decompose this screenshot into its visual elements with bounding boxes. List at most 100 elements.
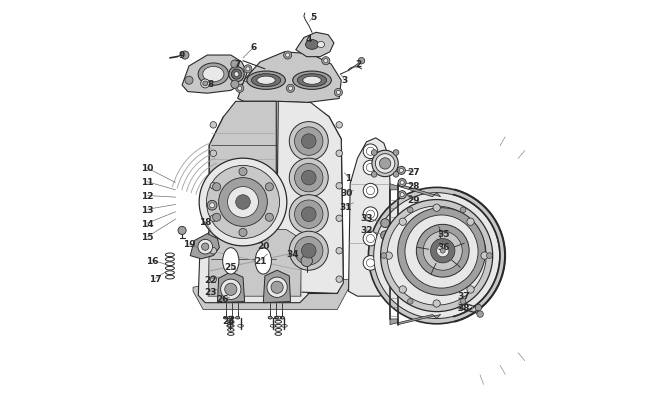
Circle shape	[227, 187, 259, 218]
Text: 34: 34	[286, 250, 299, 259]
Ellipse shape	[229, 317, 233, 319]
Ellipse shape	[268, 317, 272, 319]
Circle shape	[393, 172, 399, 178]
Circle shape	[294, 128, 323, 156]
Circle shape	[385, 252, 393, 260]
Text: 28: 28	[408, 182, 420, 191]
Polygon shape	[208, 230, 302, 296]
Ellipse shape	[236, 317, 240, 319]
Circle shape	[289, 87, 292, 91]
Circle shape	[363, 145, 378, 159]
Circle shape	[246, 68, 250, 72]
Circle shape	[487, 253, 492, 259]
Polygon shape	[276, 102, 343, 294]
Circle shape	[198, 240, 213, 254]
Text: 4: 4	[306, 35, 312, 44]
Text: 5: 5	[311, 13, 317, 21]
Circle shape	[481, 252, 488, 260]
Circle shape	[244, 66, 252, 74]
Circle shape	[289, 232, 328, 271]
Circle shape	[210, 122, 216, 129]
Circle shape	[408, 207, 413, 213]
Text: 38: 38	[458, 303, 470, 312]
Circle shape	[210, 203, 215, 208]
Text: 19: 19	[183, 240, 195, 249]
Polygon shape	[238, 53, 341, 103]
Circle shape	[210, 215, 216, 222]
Polygon shape	[263, 271, 291, 303]
Text: 17: 17	[149, 274, 162, 283]
Circle shape	[367, 148, 374, 156]
Ellipse shape	[198, 64, 229, 86]
Ellipse shape	[280, 317, 285, 319]
Circle shape	[239, 168, 247, 176]
Circle shape	[334, 89, 343, 97]
Ellipse shape	[203, 67, 224, 83]
Circle shape	[430, 239, 455, 263]
Circle shape	[238, 87, 242, 91]
Circle shape	[369, 188, 505, 324]
Circle shape	[236, 85, 244, 93]
Circle shape	[399, 169, 404, 173]
Ellipse shape	[229, 67, 244, 83]
Circle shape	[239, 229, 247, 237]
Ellipse shape	[255, 248, 272, 275]
Circle shape	[181, 52, 189, 60]
Circle shape	[213, 214, 221, 222]
Circle shape	[289, 159, 328, 198]
Text: 25: 25	[224, 263, 237, 272]
Ellipse shape	[234, 72, 239, 77]
Text: 29: 29	[407, 196, 420, 205]
Ellipse shape	[224, 317, 228, 319]
Circle shape	[265, 214, 274, 222]
Circle shape	[265, 183, 274, 192]
Text: 23: 23	[204, 287, 216, 296]
Circle shape	[363, 207, 378, 222]
Circle shape	[399, 219, 406, 226]
Ellipse shape	[257, 77, 275, 85]
Circle shape	[207, 201, 217, 211]
Text: 10: 10	[141, 164, 153, 173]
Text: 36: 36	[437, 243, 450, 252]
Circle shape	[225, 284, 237, 296]
Circle shape	[408, 299, 413, 305]
Circle shape	[322, 58, 330, 66]
Text: 32: 32	[360, 226, 372, 234]
Circle shape	[358, 58, 365, 65]
Circle shape	[283, 52, 292, 60]
Circle shape	[405, 215, 478, 288]
Circle shape	[302, 171, 316, 185]
Ellipse shape	[280, 317, 285, 319]
Circle shape	[371, 150, 377, 156]
Text: 3: 3	[341, 76, 348, 85]
Ellipse shape	[274, 317, 278, 319]
Circle shape	[302, 244, 316, 258]
Circle shape	[367, 211, 374, 219]
Circle shape	[363, 232, 378, 246]
Ellipse shape	[375, 154, 395, 174]
Ellipse shape	[203, 82, 207, 87]
Text: 12: 12	[141, 192, 153, 200]
Text: 18: 18	[199, 217, 211, 226]
Ellipse shape	[292, 72, 332, 90]
Circle shape	[387, 207, 486, 305]
Ellipse shape	[306, 40, 318, 50]
Circle shape	[467, 286, 474, 293]
Text: 35: 35	[437, 230, 450, 239]
Circle shape	[367, 187, 374, 195]
Circle shape	[363, 256, 378, 271]
Circle shape	[289, 122, 328, 161]
Polygon shape	[209, 97, 343, 294]
Circle shape	[400, 193, 404, 197]
Circle shape	[185, 77, 193, 85]
Circle shape	[398, 208, 486, 296]
Circle shape	[336, 183, 343, 190]
Polygon shape	[296, 33, 334, 58]
Circle shape	[399, 286, 406, 293]
Text: 22: 22	[204, 275, 216, 284]
Circle shape	[336, 151, 343, 157]
Circle shape	[324, 60, 328, 64]
Ellipse shape	[231, 70, 242, 80]
Circle shape	[213, 183, 221, 192]
Polygon shape	[182, 56, 247, 94]
